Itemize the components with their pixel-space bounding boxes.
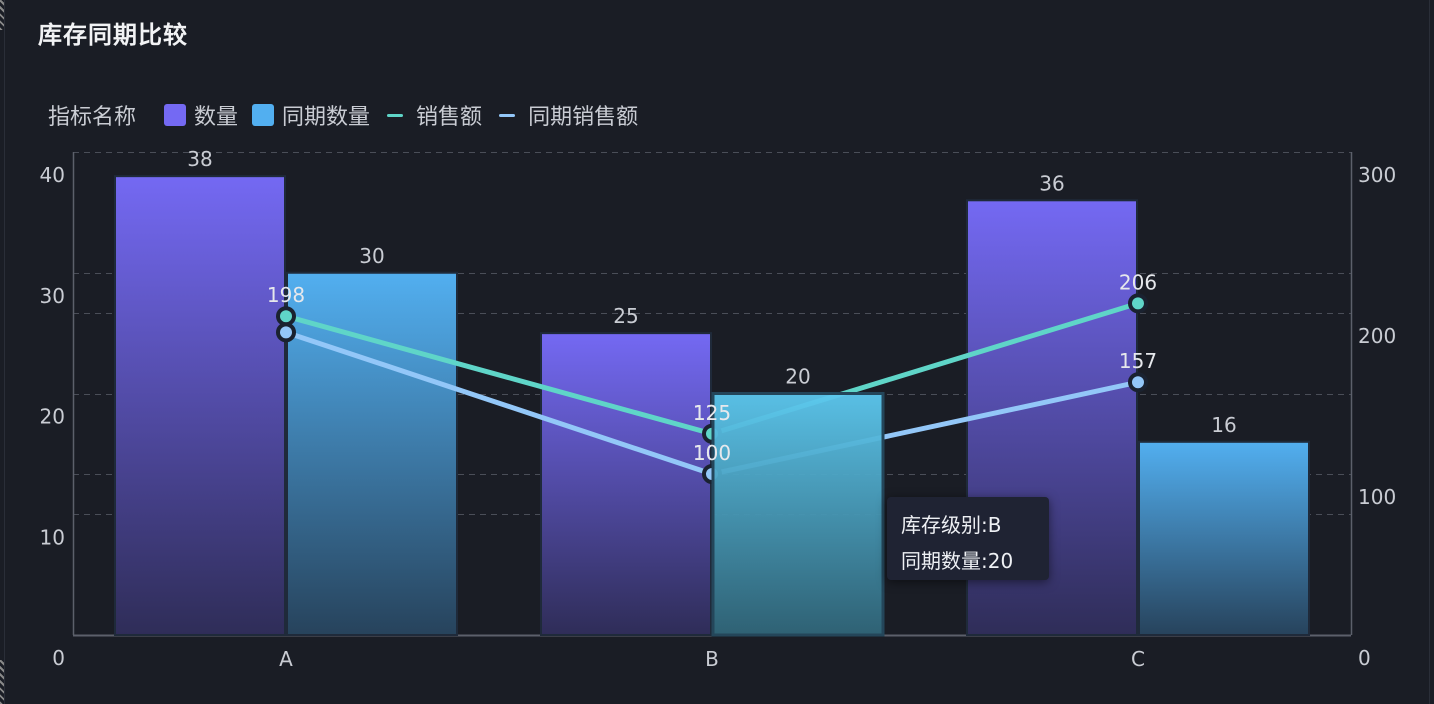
- window-edge: [0, 0, 4, 30]
- x-axis-tick: C: [1131, 647, 1145, 671]
- chart-tooltip: 库存级别:B 同期数量:20: [887, 497, 1049, 580]
- legend-title: 指标名称: [48, 105, 137, 130]
- bar-value-label: 20: [785, 365, 810, 389]
- bar-value-label: 38: [187, 147, 212, 171]
- legend-label: 同期数量: [282, 105, 371, 130]
- left-axis-tick: 30: [40, 284, 65, 308]
- bar[interactable]: [540, 332, 712, 636]
- bar-value-label: 25: [613, 304, 638, 328]
- line-value-label: 125: [693, 401, 731, 425]
- chart-title: 库存同期比较: [38, 21, 188, 49]
- bar-value-label: 16: [1211, 413, 1236, 437]
- bar[interactable]: [114, 175, 286, 636]
- left-axis-tick: 0: [52, 646, 65, 670]
- bar[interactable]: [1138, 440, 1310, 636]
- legend-label: 同期销售额: [528, 105, 639, 130]
- x-axis-tick: B: [705, 647, 719, 671]
- bar-value-label: 36: [1039, 171, 1064, 195]
- right-axis-tick: 200: [1358, 324, 1396, 348]
- line-value-label: 157: [1119, 349, 1157, 373]
- window-edge: [0, 660, 4, 704]
- legend-item-prev-sales[interactable]: 同期销售额: [496, 99, 638, 131]
- line-value-label: 100: [693, 441, 731, 465]
- line-point[interactable]: [1128, 372, 1148, 393]
- legend-item-sales[interactable]: 销售额: [384, 99, 482, 131]
- right-axis-tick: 300: [1358, 163, 1396, 187]
- legend-swatch-icon: [252, 104, 275, 126]
- bar-highlighted[interactable]: [711, 392, 885, 637]
- left-axis-tick: 10: [40, 525, 65, 549]
- bar-value-label: 30: [359, 244, 384, 268]
- right-axis-tick: 100: [1358, 485, 1396, 509]
- tooltip-value: 同期数量:20: [901, 549, 1014, 573]
- chart-legend: 指标名称 数量 同期数量 销售额 同期销售额: [48, 100, 652, 130]
- legend-swatch-icon: [164, 104, 187, 126]
- left-axis-tick: 40: [40, 163, 65, 187]
- legend-label: 销售额: [416, 105, 483, 130]
- line-point[interactable]: [276, 322, 296, 343]
- legend-item-qty[interactable]: 数量: [164, 99, 238, 131]
- left-axis-tick: 20: [40, 405, 65, 429]
- legend-line-icon: [387, 113, 404, 117]
- line-point[interactable]: [1128, 293, 1148, 314]
- bar[interactable]: [286, 271, 458, 636]
- line-value-label: 198: [267, 283, 305, 307]
- legend-label: 数量: [194, 105, 239, 130]
- tooltip-category: 库存级别:B: [901, 513, 1002, 537]
- right-axis-tick: 0: [1358, 646, 1371, 670]
- legend-item-prev-qty[interactable]: 同期数量: [252, 99, 370, 131]
- legend-line-icon: [499, 113, 516, 117]
- line-value-label: 206: [1119, 270, 1157, 294]
- line-point[interactable]: [276, 306, 296, 327]
- x-axis-tick: A: [279, 647, 293, 671]
